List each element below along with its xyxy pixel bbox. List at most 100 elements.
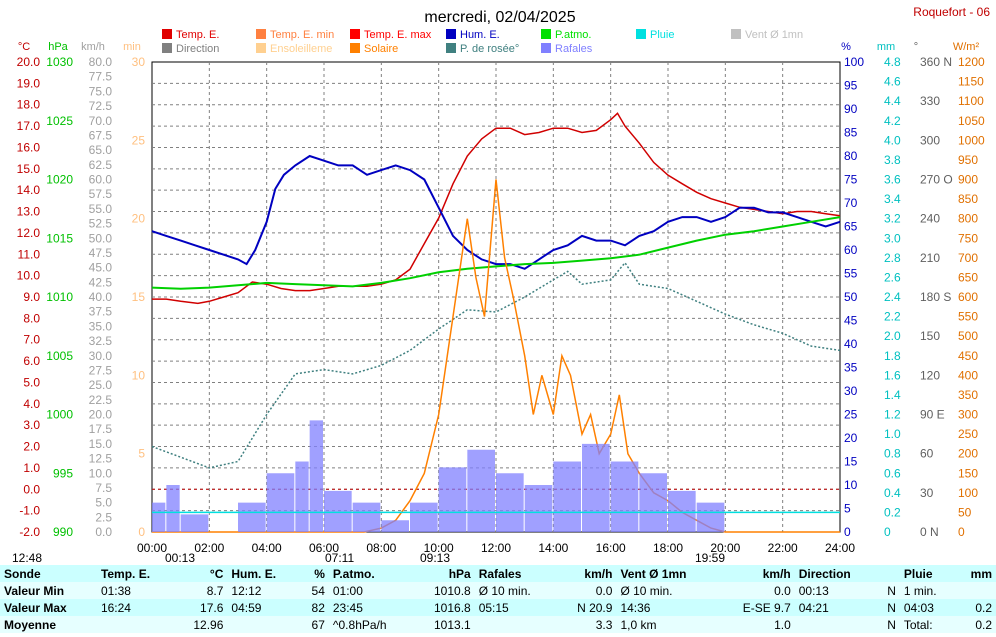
stats-header-cell: P.atmo. (328, 565, 414, 582)
stats-row-label: Moyenne (0, 616, 97, 633)
stats-cell (227, 616, 300, 633)
tick-label-hum: 65 (844, 220, 858, 234)
tick-label-temp: 8.0 (23, 311, 40, 325)
tick-label-rain: 2.0 (884, 329, 901, 343)
legend-swatch (731, 29, 741, 39)
tick-label-press: 1000 (46, 408, 73, 422)
series-line-hume (151, 154, 841, 270)
stats-cell: 8.7 (175, 582, 228, 599)
legend-label: P. de rosée° (460, 43, 519, 55)
axis-unit-rain: mm (877, 41, 895, 53)
tick-label-rain: 4.4 (884, 94, 901, 108)
stats-header-cell: Pluie (899, 565, 956, 582)
tick-label-temp: 13.0 (17, 205, 41, 219)
tick-label-rain: 3.6 (884, 173, 901, 187)
tick-label-solar: 700 (958, 251, 978, 265)
tick-label-wind: 20.0 (89, 408, 113, 422)
tick-label-rain: 4.2 (884, 114, 901, 128)
axis-unit-dir: ° (914, 41, 918, 53)
stats-row-label: Valeur Max (0, 599, 97, 616)
tick-label-wind: 77.5 (89, 70, 113, 84)
tick-label-rain: 1.2 (884, 408, 901, 422)
tick-label-dir: 240 (920, 212, 940, 226)
stats-cell: 01:00 (328, 582, 414, 599)
tick-label-solar: 1050 (958, 114, 985, 128)
tick-label-solar: 900 (958, 173, 978, 187)
time-tick-label: 22:00 (768, 541, 798, 555)
tick-label-dir: 330 (920, 94, 940, 108)
tick-label-solar: 1150 (958, 75, 984, 89)
tick-label-press: 990 (53, 525, 73, 539)
stats-cell: 1016.8 (413, 599, 475, 616)
tick-label-solar: 550 (958, 310, 978, 324)
tick-label-wind: 5.0 (95, 496, 112, 510)
tick-label-temp: 17.0 (17, 119, 41, 133)
marker-moonset: 12:48 (12, 551, 42, 565)
tick-label-sun: 20 (132, 212, 146, 226)
series-mark-rafales (639, 473, 667, 532)
tick-label-temp: 15.0 (17, 162, 41, 176)
stats-cell: 1010.8 (413, 582, 475, 599)
tick-label-hum: 10 (844, 478, 858, 492)
stats-cell: 12.96 (175, 616, 228, 633)
tick-label-wind: 55.0 (89, 202, 113, 216)
stats-row-label: Valeur Min (0, 582, 97, 599)
axis-units: °C hPa km/h min% mm ° W/m² (18, 41, 980, 53)
marker-noon: 09:13 (420, 551, 450, 565)
tick-label-hum: 85 (844, 126, 858, 140)
tick-label-temp: 0.0 (23, 482, 40, 496)
tick-label-solar: 1100 (958, 94, 984, 108)
stats-cell: 3.3 (557, 616, 617, 633)
stats-cell (474, 616, 557, 633)
series-mark-rafales (295, 461, 309, 532)
tick-label-temp: 11.0 (18, 247, 41, 261)
axis-unit-wind: km/h (81, 41, 105, 53)
tick-label-hum: 90 (844, 102, 858, 116)
time-tick-label: 18:00 (653, 541, 683, 555)
tick-label-hum: 70 (844, 196, 858, 210)
stats-cell: 23:45 (328, 599, 414, 616)
stats-cell: 00:13 (794, 582, 878, 599)
tick-label-wind: 75.0 (89, 84, 113, 98)
tick-label-dir: 0 N (920, 525, 939, 539)
axes: 20.0 19.0 18.0 17.0 16.0 15.0 14.0 13.0 12.0 11.0… (17, 55, 985, 539)
tick-label-wind: 62.5 (89, 158, 113, 172)
tick-label-wind: 15.0 (89, 437, 113, 451)
time-tick-label: 20:00 (710, 541, 740, 555)
tick-label-rain: 3.2 (884, 212, 901, 226)
stats-cell: 1,0 km (616, 616, 718, 633)
tick-label-temp: 10.0 (17, 269, 41, 283)
series-mark-rafales (610, 461, 639, 532)
marker-moonrise_prev: 00:13 (165, 551, 195, 565)
tick-label-wind: 70.0 (89, 114, 113, 128)
stats-header-cell (877, 565, 900, 582)
stats-header-cell: Hum. E. (227, 565, 300, 582)
time-tick-label: 04:00 (252, 541, 282, 555)
legend-swatch (541, 43, 551, 53)
tick-label-solar: 1200 (958, 55, 985, 69)
series-mark-rafales (696, 502, 725, 532)
stats-header-cell: Sonde (0, 565, 97, 582)
axis-unit-temp: °C (18, 41, 30, 53)
legend-swatch (541, 29, 551, 39)
axis-unit-sun: min (123, 41, 141, 53)
tick-label-rain: 2.6 (884, 270, 901, 284)
tick-label-temp: 20.0 (17, 55, 41, 69)
tick-label-rain: 2.8 (884, 251, 901, 265)
tick-label-solar: 600 (958, 290, 978, 304)
stats-cell: 05:15 (474, 599, 557, 616)
tick-label-wind: 42.5 (89, 275, 113, 289)
series (151, 112, 841, 533)
stats-cell: 82 (299, 599, 329, 616)
tick-label-solar: 850 (958, 192, 978, 206)
tick-label-sun: 30 (132, 55, 146, 69)
legend-swatch (256, 43, 266, 53)
time-tick-label: 24:00 (825, 541, 855, 555)
series-mark-rafales (381, 520, 409, 532)
series-line-tempe (152, 112, 841, 305)
tick-label-temp: -1.0 (19, 504, 40, 518)
tick-label-wind: 7.5 (95, 481, 112, 495)
tick-label-wind: 32.5 (89, 334, 113, 348)
legend-label: Temp. E. max (364, 29, 432, 41)
tick-label-wind: 27.5 (89, 363, 113, 377)
